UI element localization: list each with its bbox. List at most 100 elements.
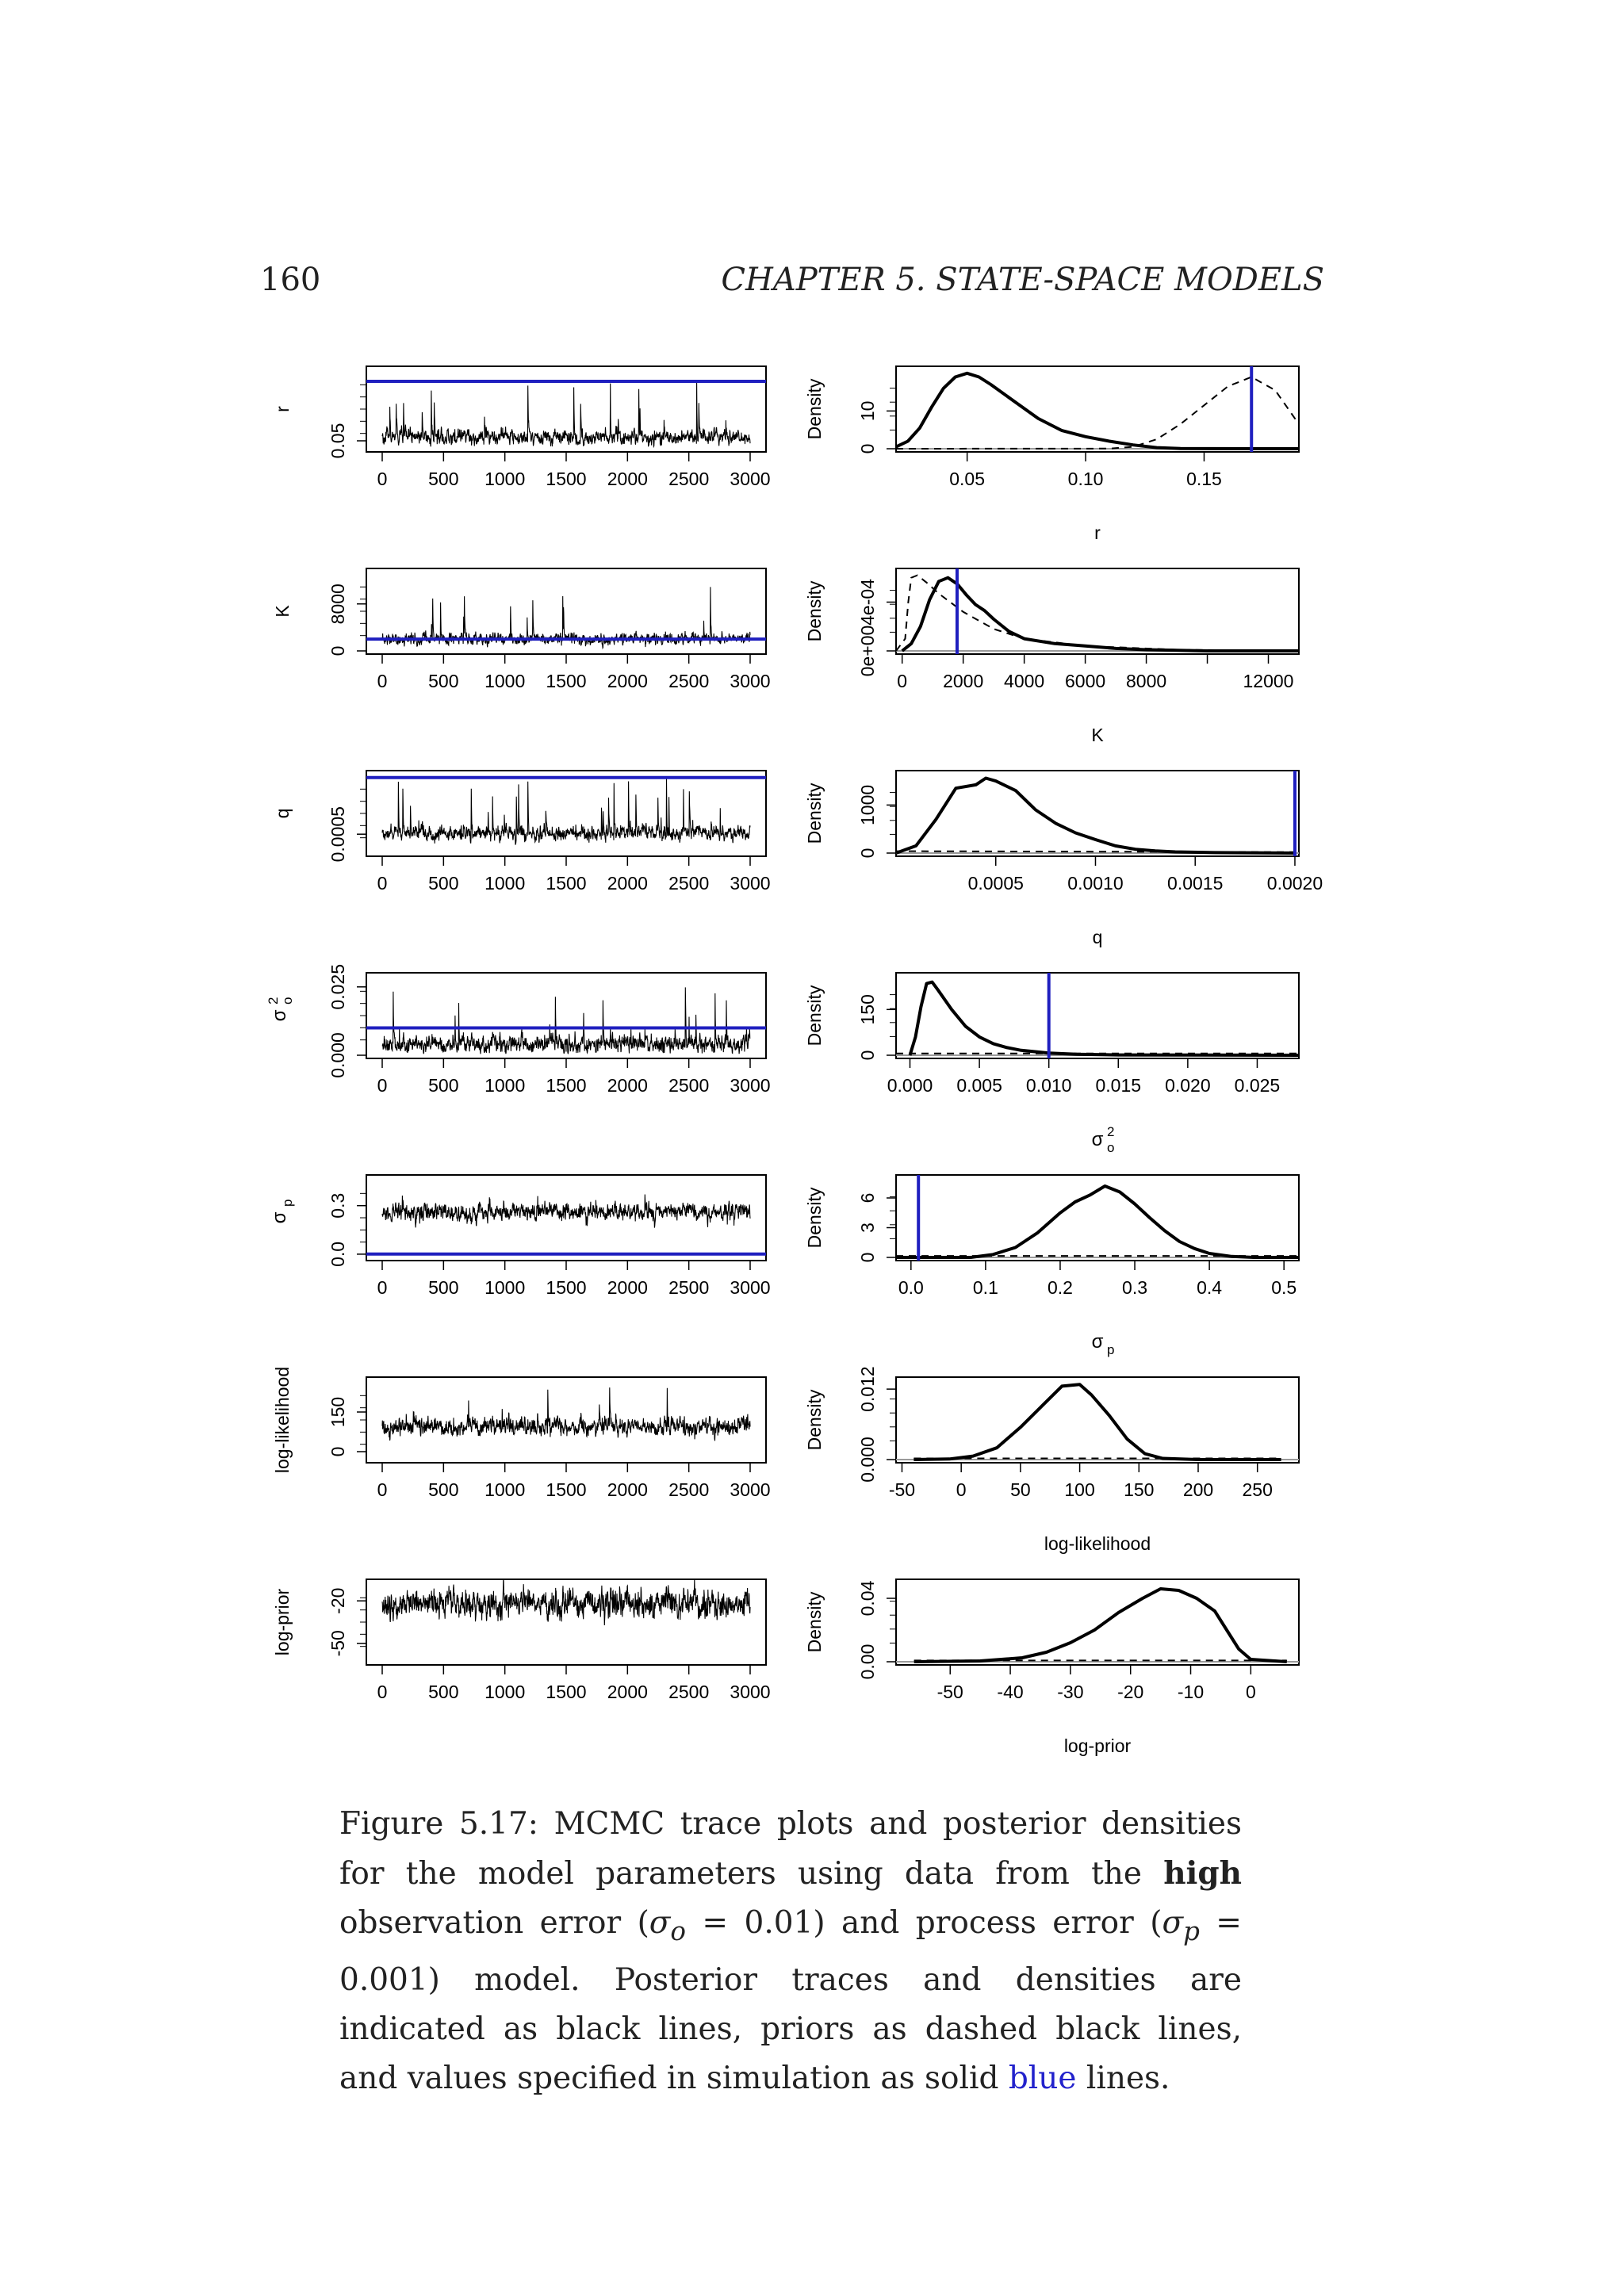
x-tick-label: -40 (997, 1682, 1023, 1702)
y-tick-label: 0.000 (857, 1437, 878, 1483)
caption-sigma-o-sub: o (670, 1915, 686, 1946)
x-tick-label: 2000 (607, 671, 648, 691)
x-tick-label: 1000 (485, 671, 525, 691)
x-tick-label: 3000 (730, 1682, 770, 1702)
x-tick-label: 3000 (730, 1075, 770, 1096)
density-panel-6: -50 -40 -30 -20 -10 0 0.00 0.04 Density log-prior (804, 1578, 1300, 1756)
panel-content (896, 973, 1299, 1058)
page-number: 160 (260, 262, 321, 298)
y-tick-label: 0.3 (327, 1193, 348, 1219)
x-tick-label: 12000 (1243, 671, 1294, 691)
y-tick-label: 0 (857, 444, 878, 454)
x-tick-label: 0.0005 (968, 873, 1024, 894)
trace-panel-2: 0 500 1000 1500 2000 2500 3000 0.0005 q (272, 770, 771, 894)
x-tick-label: 2500 (668, 1682, 709, 1702)
trace-panel-5: 0 500 1000 1500 2000 2500 3000 0 150 log-likeliho… (272, 1367, 771, 1500)
y-tick-label: 0 (857, 1253, 878, 1263)
y-axis-label: Density (804, 1389, 825, 1450)
x-tick-label: 2000 (943, 671, 983, 691)
panel-frame (895, 365, 1300, 453)
posterior-line (908, 980, 1299, 1057)
x-tick-label: -50 (889, 1479, 915, 1500)
x-tick-label: 1000 (485, 1075, 525, 1096)
y-axis-label: log-prior (272, 1588, 293, 1655)
y-tick-label: 3 (857, 1223, 878, 1233)
y-axis-label-sup: 2 (266, 997, 281, 1004)
running-head: CHAPTER 5. STATE-SPACE MODELS (721, 262, 1324, 298)
panel-content (896, 568, 1299, 654)
trace-line (381, 1578, 751, 1626)
x-tick-label: 0.2 (1048, 1277, 1073, 1298)
y-tick-label: 8000 (327, 584, 348, 624)
x-tick-label: 2500 (668, 1277, 709, 1298)
y-axis-label-sub: p (280, 1200, 295, 1207)
x-axis-label: σ (1092, 1331, 1104, 1353)
y-axis-label: Density (804, 580, 825, 641)
x-tick-label: 100 (1064, 1479, 1094, 1500)
x-tick-label: 500 (428, 671, 458, 691)
y-axis-label: Density (804, 985, 825, 1046)
x-tick-label: 0.05 (949, 469, 985, 489)
caption-label: Figure 5.17: (339, 1806, 538, 1842)
x-axis-label-sub: o (1107, 1140, 1114, 1155)
y-tick-label: 4e-04 (857, 579, 878, 626)
x-tick-label: 0 (377, 873, 388, 894)
x-tick-label: -20 (1117, 1682, 1143, 1702)
x-tick-label: 0.15 (1186, 469, 1222, 489)
y-axis-label-sub: o (280, 997, 295, 1004)
x-tick-label: 0.010 (1026, 1075, 1072, 1096)
panel-frame (895, 568, 1300, 655)
prior-line (896, 376, 1299, 450)
x-tick-label: 2000 (607, 1682, 648, 1702)
x-tick-label: 500 (428, 1277, 458, 1298)
x-tick-label: 8000 (1126, 671, 1166, 691)
caption-sigma-o: σ (649, 1905, 671, 1941)
x-tick-label: 2500 (668, 1075, 709, 1096)
x-tick-label: 0.0 (898, 1277, 924, 1298)
trace-panel-3: 0 500 1000 1500 2000 2500 3000 0.000 0.025 (327, 964, 771, 1096)
panel-content (896, 1383, 1299, 1461)
x-axis-label: q (1093, 927, 1103, 947)
density-panel-3: 0.000 0.005 0.010 0.015 0.020 0.025 0 150 Densit… (804, 972, 1300, 1155)
x-tick-label: 0.0020 (1267, 873, 1323, 894)
caption-text-2: observation error ( (339, 1905, 649, 1941)
x-axis-label-sup: 2 (1107, 1124, 1114, 1139)
x-tick-label: 1000 (485, 1479, 525, 1500)
x-tick-label: 0.015 (1095, 1075, 1141, 1096)
y-tick-label: 6 (857, 1193, 878, 1203)
x-axis-label: log-prior (1064, 1735, 1132, 1756)
posterior-line (896, 1184, 1299, 1259)
x-tick-label: 0.0015 (1167, 873, 1223, 894)
x-tick-label: 2000 (607, 873, 648, 894)
y-tick-label: 0 (327, 646, 348, 656)
x-tick-label: 1000 (485, 873, 525, 894)
density-panel-2: 0.0005 0.0010 0.0015 0.0020 0 1000 Density q (804, 770, 1323, 947)
x-tick-label: 1500 (546, 1682, 586, 1702)
trace-line (381, 779, 751, 845)
x-tick-label: 1500 (546, 1277, 586, 1298)
x-tick-label: 2500 (668, 671, 709, 691)
x-tick-label: 0 (377, 469, 388, 489)
x-tick-label: 1000 (485, 1277, 525, 1298)
x-tick-label: 3000 (730, 1277, 770, 1298)
x-tick-label: 1500 (546, 1479, 586, 1500)
panel-content (896, 771, 1299, 856)
y-tick-label: 0 (327, 1447, 348, 1457)
figure-caption: Figure 5.17: MCMC trace plots and poster… (339, 1800, 1242, 2103)
y-axis-label: log-likelihood (272, 1367, 293, 1473)
x-tick-label: 0 (897, 671, 907, 691)
panel-frame (366, 1174, 767, 1261)
x-tick-label: 500 (428, 873, 458, 894)
x-tick-label: -30 (1057, 1682, 1083, 1702)
y-tick-label: 0 (857, 848, 878, 859)
x-tick-label: 0 (377, 671, 388, 691)
x-tick-label: 1500 (546, 873, 586, 894)
panel-frame (895, 1174, 1300, 1261)
density-panel-0: 0.05 0.10 0.15 0 10 Density r (804, 365, 1300, 543)
x-tick-label: 4000 (1004, 671, 1044, 691)
y-tick-label: 1000 (857, 785, 878, 825)
x-tick-label: 200 (1183, 1479, 1213, 1500)
x-tick-label: 500 (428, 1075, 458, 1096)
panel-content (896, 1587, 1299, 1663)
